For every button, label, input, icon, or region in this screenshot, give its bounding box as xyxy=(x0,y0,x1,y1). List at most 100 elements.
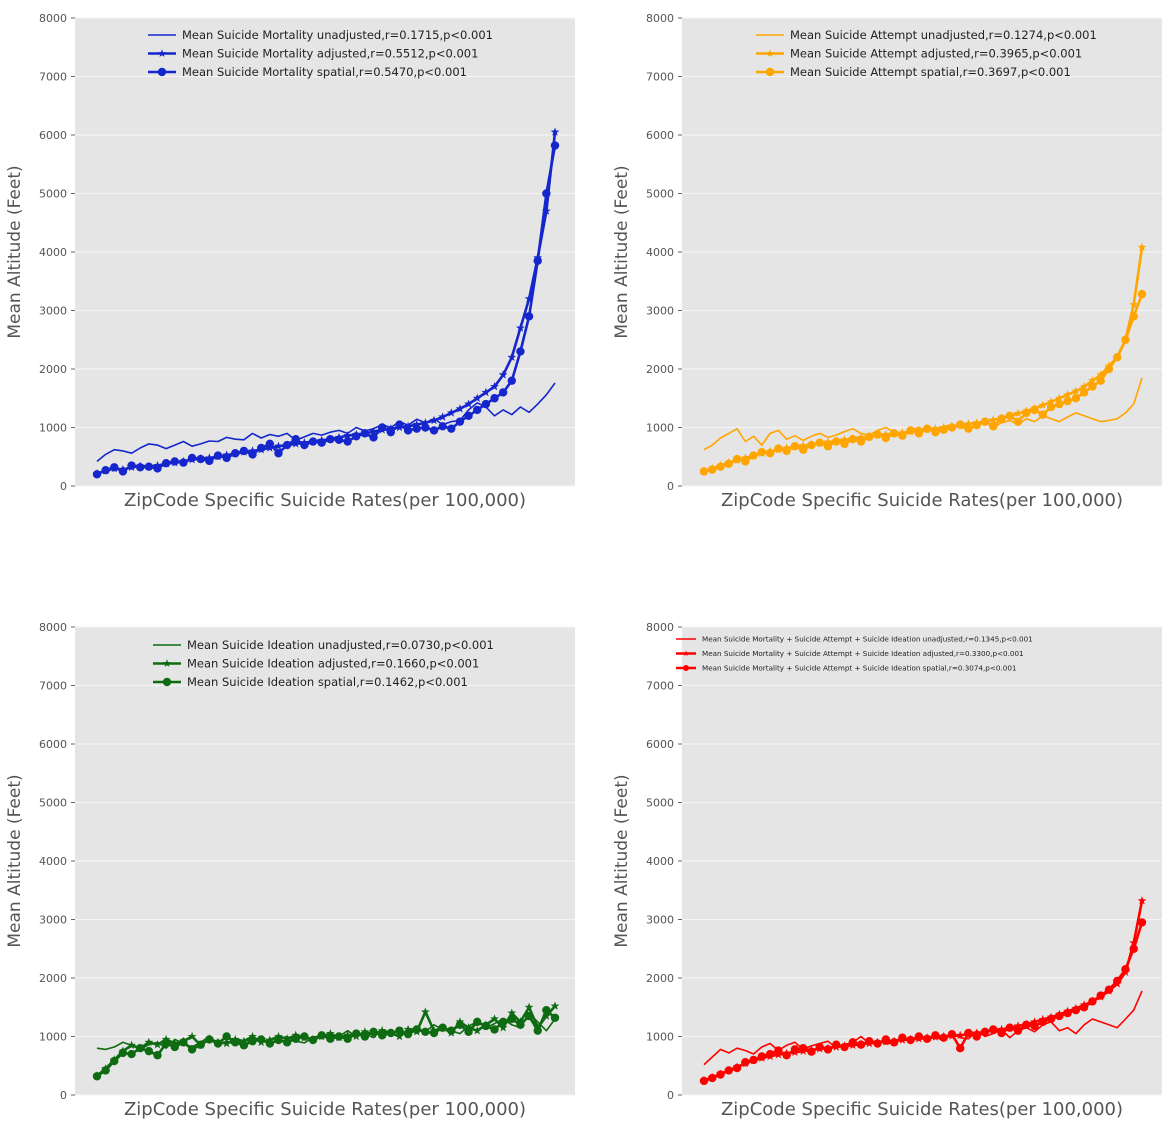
data-point-circle xyxy=(118,1048,128,1058)
data-point-circle xyxy=(856,1040,866,1049)
data-point-circle xyxy=(282,440,292,450)
data-point-circle xyxy=(412,424,421,433)
data-point-circle xyxy=(179,1038,188,1047)
chart-panel-1: 0 1000 2000 3000 4000 5000 6000 7000 8000 ZipCode… xyxy=(5,12,575,511)
data-point-circle xyxy=(989,422,998,431)
series-none-1 xyxy=(96,382,556,463)
y-tick-label: 3000 xyxy=(646,914,674,927)
data-point-circle xyxy=(222,1032,231,1041)
y-tick-label: 5000 xyxy=(39,797,67,810)
data-point-circle xyxy=(395,420,404,429)
data-point-circle xyxy=(765,449,775,458)
data-point-circle xyxy=(1013,417,1023,426)
data-point-circle xyxy=(179,458,188,467)
data-point-circle xyxy=(429,426,439,435)
data-point-star xyxy=(464,1023,473,1032)
data-point-circle xyxy=(765,1049,775,1059)
legend-entry: Mean Suicide Attempt spatial,r=0.3697,p<… xyxy=(790,65,1071,79)
data-point-circle xyxy=(300,440,309,450)
data-point-circle xyxy=(873,430,882,439)
data-point-circle xyxy=(881,433,891,443)
data-point-circle xyxy=(136,463,145,472)
data-point-star xyxy=(823,437,833,446)
y-axis-label: Mean Altitude (Feet) xyxy=(5,774,25,947)
data-point-circle xyxy=(1063,1008,1072,1018)
data-point-star xyxy=(403,1024,413,1034)
data-point-circle xyxy=(922,1034,932,1044)
legend: Mean Suicide Mortality + Suicide Attempt… xyxy=(676,635,1033,673)
data-point-circle xyxy=(473,1017,482,1027)
data-point-circle xyxy=(265,1039,275,1048)
y-tick-label: 2000 xyxy=(646,363,674,376)
data-point-circle xyxy=(542,189,551,198)
data-point-circle xyxy=(248,1036,257,1046)
data-point-circle xyxy=(708,1073,717,1083)
data-point-circle xyxy=(865,432,874,442)
data-point-circle xyxy=(455,417,465,426)
data-point-circle xyxy=(1005,411,1014,420)
x-axis-label: ZipCode Specific Suicide Rates(per 100,0… xyxy=(124,1099,526,1120)
data-point-circle xyxy=(997,1028,1006,1038)
data-point-circle xyxy=(213,451,223,460)
y-tick-label: 0 xyxy=(60,480,67,493)
data-point-circle xyxy=(153,1051,162,1060)
data-point-star xyxy=(222,1038,231,1048)
legend-marker-circle xyxy=(162,677,172,687)
data-point-circle xyxy=(438,1023,447,1032)
legend-entry: Mean Suicide Mortality spatial,r=0.5470,… xyxy=(182,65,467,79)
data-point-circle xyxy=(144,1046,154,1056)
data-point-circle xyxy=(724,1066,733,1075)
data-point-circle xyxy=(848,435,857,444)
y-tick-label: 0 xyxy=(60,1089,67,1102)
y-axis-label: Mean Altitude (Feet) xyxy=(5,165,25,338)
data-point-circle xyxy=(1096,991,1105,1000)
data-point-circle xyxy=(807,1047,816,1056)
data-point-star xyxy=(490,1014,499,1023)
data-point-circle xyxy=(898,1033,907,1042)
data-point-circle xyxy=(1088,997,1097,1006)
data-point-circle xyxy=(939,1033,948,1042)
data-point-circle xyxy=(127,461,136,470)
y-tick-label: 6000 xyxy=(39,738,67,751)
data-point-circle xyxy=(889,1038,899,1047)
data-point-circle xyxy=(507,376,516,385)
data-point-star xyxy=(421,418,430,427)
legend: Mean Suicide Attempt unadjusted,r=0.1274… xyxy=(756,28,1097,79)
data-point-circle xyxy=(317,1031,326,1040)
data-point-star xyxy=(360,1027,370,1036)
data-point-circle xyxy=(516,347,525,356)
data-point-circle xyxy=(308,437,318,446)
data-point-circle xyxy=(947,1029,957,1039)
data-point-circle xyxy=(369,1027,378,1037)
data-point-circle xyxy=(1104,985,1114,994)
data-point-circle xyxy=(464,1027,473,1037)
data-point-circle xyxy=(815,438,824,447)
data-point-star xyxy=(550,1001,560,1010)
data-point-circle xyxy=(524,312,534,321)
legend-marker-star xyxy=(163,659,171,667)
data-point-circle xyxy=(749,451,758,460)
y-tick-label: 0 xyxy=(667,1089,674,1102)
legend-marker-star xyxy=(158,49,166,57)
y-axis-label: Mean Altitude (Feet) xyxy=(612,774,632,947)
data-point-circle xyxy=(1038,410,1048,419)
data-point-star xyxy=(187,1031,197,1041)
data-point-circle xyxy=(498,1017,508,1027)
y-tick-label: 4000 xyxy=(39,855,67,868)
data-point-circle xyxy=(360,429,370,438)
data-point-star xyxy=(498,1023,508,1032)
y-tick-label: 3000 xyxy=(39,305,67,318)
data-point-circle xyxy=(724,459,733,468)
y-tick-label: 7000 xyxy=(39,71,67,84)
series-circle-3 xyxy=(699,918,1147,1086)
data-point-circle xyxy=(421,1027,430,1037)
data-point-circle xyxy=(490,394,499,403)
data-point-circle xyxy=(291,435,300,444)
x-axis-label: ZipCode Specific Suicide Rates(per 100,0… xyxy=(721,490,1123,511)
x-axis-label: ZipCode Specific Suicide Rates(per 100,0… xyxy=(721,1099,1123,1120)
data-point-circle xyxy=(352,432,361,441)
data-point-circle xyxy=(377,1031,387,1040)
y-tick-label: 3000 xyxy=(646,305,674,318)
data-point-circle xyxy=(386,427,396,437)
data-point-star xyxy=(395,1031,404,1041)
